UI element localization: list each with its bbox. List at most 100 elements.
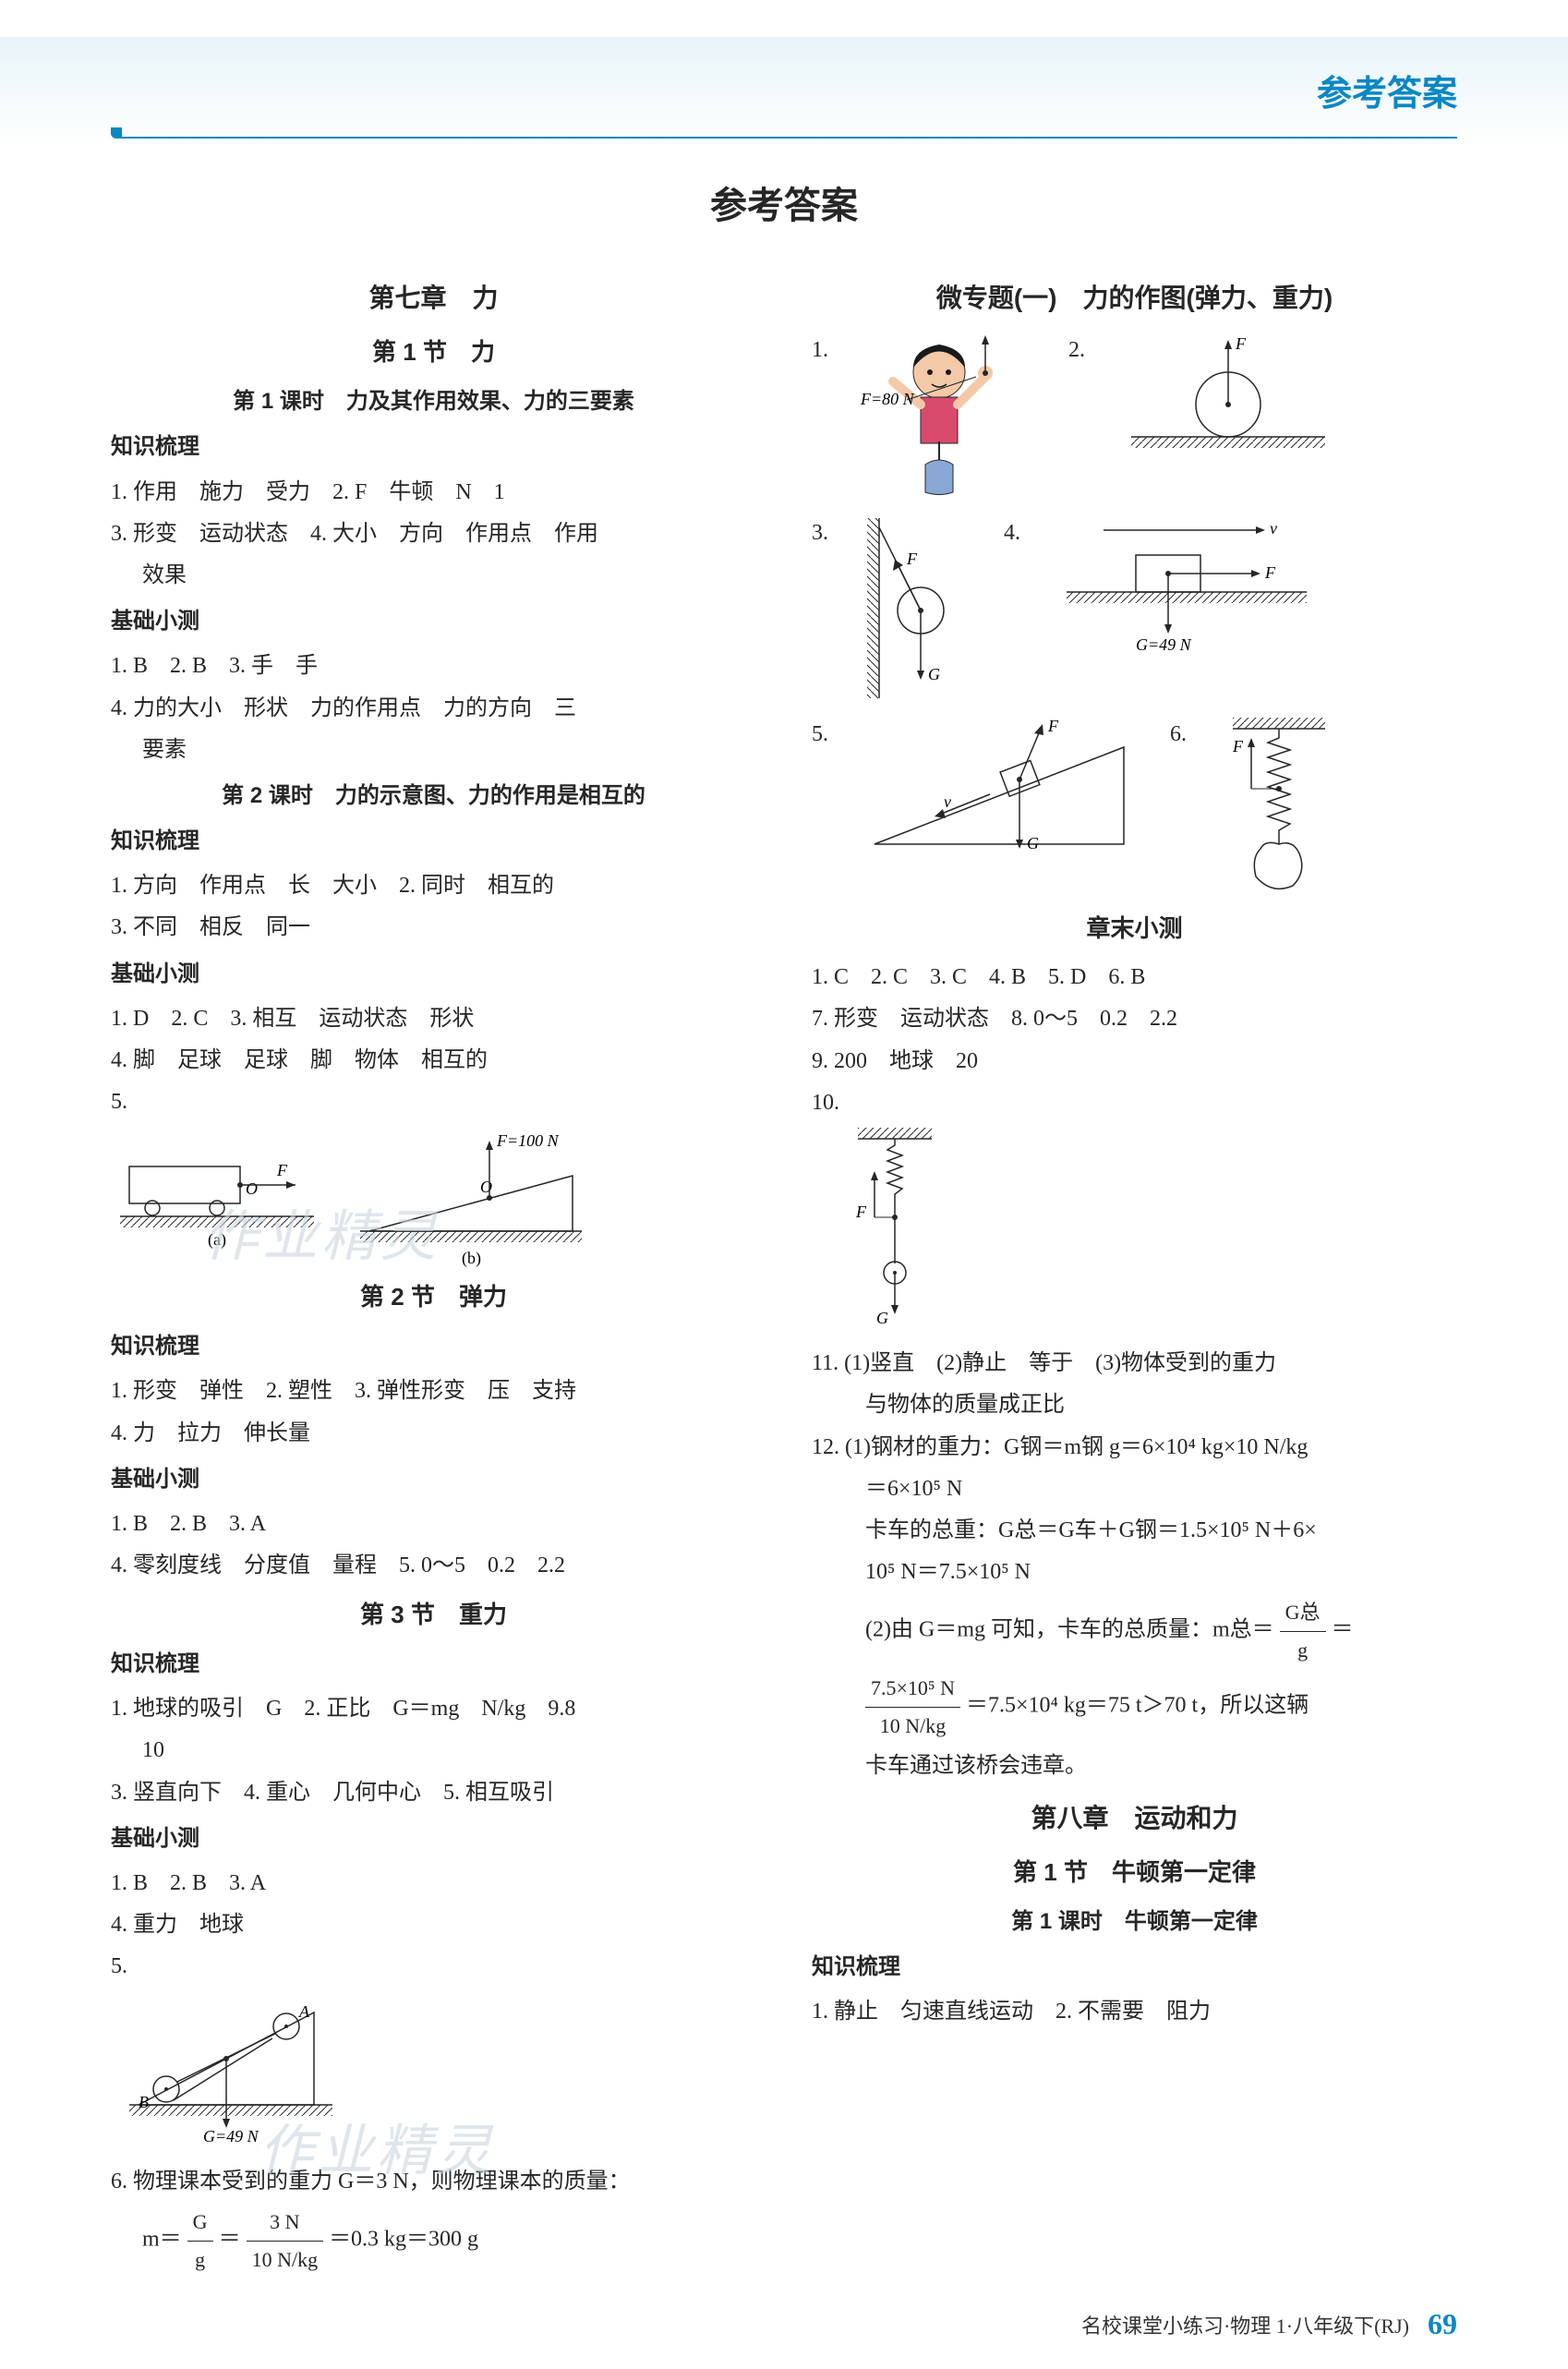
- header-band: 参考答案: [0, 37, 1568, 148]
- zs2-head: 知识梳理: [111, 821, 756, 861]
- zs4-line1: 1. 地球的吸引 G 2. 正比 G＝mg N/kg 9.8: [111, 1689, 756, 1729]
- right-column: 微专题(一) 力的作图(弹力、重力) 1. F=80 N: [812, 266, 1457, 2279]
- frac-3N: 3 N 10 N/kg: [247, 2204, 324, 2278]
- q2-label: 2.: [1068, 331, 1085, 370]
- lesson-1-title: 第 1 课时 力及其作用效果、力的三要素: [111, 381, 756, 421]
- fig-10-diagram: F G: [839, 1125, 950, 1328]
- section-1-title: 第 1 节 力: [111, 331, 756, 374]
- jc3-line2: 4. 零刻度线 分度值 量程 5. 0～5 0.2 2.2: [111, 1546, 756, 1586]
- fig-incline-B-label: B: [139, 2093, 149, 2111]
- et-6f-post: ＝7.5×10⁴ kg＝75 t＞70 t，所以这辆: [966, 1694, 1309, 1718]
- fig-5a-diagram: O F (a): [111, 1130, 323, 1250]
- ch8-zs-head: 知识梳理: [812, 1947, 1457, 1987]
- header-title: 参考答案: [1317, 65, 1457, 115]
- fig-row-34: 3. F G 4.: [812, 514, 1457, 707]
- header-underline: [111, 127, 1457, 139]
- fig-row-56: 5. v F G 6.: [812, 715, 1457, 900]
- frac-3N-num: 3 N: [247, 2204, 324, 2242]
- jc2-line3: 5.: [111, 1082, 756, 1122]
- fig-5-row: O F (a) O F=100 N (b): [111, 1130, 756, 1268]
- fig-5b-caption: (b): [462, 1249, 481, 1268]
- q6-label: 6.: [1170, 715, 1187, 755]
- frac-Gg-den: g: [187, 2242, 213, 2278]
- footer-book-title: 名校课堂小练习·物理 1·八年级下(RJ): [1081, 2310, 1409, 2339]
- zs4-line1b: 10: [111, 1731, 756, 1771]
- jc1-line2b: 要素: [111, 731, 756, 770]
- fig-5-diagram: v F G: [856, 715, 1142, 872]
- jc1-line1: 1. B 2. B 3. 手 手: [111, 647, 756, 686]
- jc2-line1: 1. D 2. C 3. 相互 运动状态 形状: [111, 999, 756, 1039]
- micro-title: 微专题(一) 力的作图(弹力、重力): [812, 275, 1457, 321]
- jc4-head: 基础小测: [111, 1819, 756, 1858]
- et-6e-pre: (2)由 G＝mg 可知，卡车的总质量：m总＝: [865, 1618, 1274, 1642]
- fig3-G-label: G: [928, 665, 940, 683]
- et-line1: 1. C 2. C 3. C 4. B 5. D 6. B: [812, 958, 1457, 997]
- fig-5a-F-label: F: [276, 1161, 288, 1179]
- left-column: 第七章 力 第 1 节 力 第 1 课时 力及其作用效果、力的三要素 知识梳理 …: [111, 266, 756, 2279]
- fig-5a-caption: (a): [208, 1230, 226, 1250]
- jc4-line1: 1. B 2. B 3. A: [111, 1864, 756, 1904]
- frac-75-num: 7.5×10⁵ N: [865, 1670, 960, 1708]
- zs1-line1: 1. 作用 施力 受力 2. F 牛顿 N 1: [111, 473, 756, 513]
- jc3-line1: 1. B 2. B 3. A: [111, 1505, 756, 1544]
- q4-label: 4.: [1004, 514, 1020, 553]
- et-line6e: (2)由 G＝mg 可知，卡车的总质量：m总＝ G总 g ＝: [812, 1594, 1457, 1668]
- fig-5b-diagram: O F=100 N (b): [351, 1130, 591, 1268]
- zs3-line1: 1. 形变 弹性 2. 塑性 3. 弹性形变 压 支持: [111, 1372, 756, 1411]
- zs1-line2b: 效果: [111, 556, 756, 596]
- fig-incline-G-label: G=49 N: [203, 2127, 259, 2145]
- q3-label: 3.: [812, 514, 828, 553]
- q5-label: 5.: [812, 715, 828, 755]
- lesson-2-title: 第 2 课时 力的示意图、力的作用是相互的: [111, 776, 756, 816]
- fig5-F-label: F: [1047, 717, 1059, 735]
- fig-incline-A-label: A: [298, 2002, 310, 2021]
- frac-3N-den: 10 N/kg: [247, 2242, 324, 2278]
- frac-Gtotal: G总 g: [1280, 1594, 1326, 1668]
- jc1-head: 基础小测: [111, 601, 756, 641]
- zs4-head: 知识梳理: [111, 1644, 756, 1684]
- fig-5b-O-label: O: [480, 1178, 492, 1196]
- jc1-line2: 4. 力的大小 形状 力的作用点 力的方向 三: [111, 689, 756, 729]
- frac-Gg-num: G: [187, 2204, 213, 2242]
- et-line5: 11. (1)竖直 (2)静止 等于 (3)物体受到的重力: [812, 1344, 1457, 1384]
- frac-Gg: G g: [187, 2204, 213, 2278]
- content-columns: 第七章 力 第 1 节 力 第 1 课时 力及其作用效果、力的三要素 知识梳理 …: [0, 266, 1568, 2279]
- formula-m-eq: ＝: [219, 2228, 241, 2252]
- fig-3-diagram: F G: [856, 514, 976, 707]
- chapter-7-title: 第七章 力: [111, 275, 756, 321]
- zs4-line2: 3. 竖直向下 4. 重心 几何中心 5. 相互吸引: [111, 1773, 756, 1813]
- fig4-F-label: F: [1264, 563, 1276, 582]
- fig6-F-label: F: [1232, 737, 1244, 755]
- zs3-head: 知识梳理: [111, 1326, 756, 1366]
- zs1-line2: 3. 形变 运动状态 4. 大小 方向 作用点 作用: [111, 514, 756, 554]
- et-line5b: 与物体的质量成正比: [812, 1385, 1457, 1425]
- section-3-title: 第 3 节 重力: [111, 1593, 756, 1637]
- fig-6-diagram: F: [1214, 715, 1344, 900]
- chapter-8-title: 第八章 运动和力: [812, 1795, 1457, 1842]
- frac-75-den: 10 N/kg: [865, 1708, 960, 1745]
- fig-5b-F-label: F=100 N: [496, 1131, 560, 1150]
- jc4-line3: 5.: [111, 1947, 756, 1987]
- ch8-zs-line1: 1. 静止 匀速直线运动 2. 不需要 阻力: [812, 1992, 1457, 2032]
- jc2-line2: 4. 脚 足球 足球 脚 物体 相互的: [111, 1041, 756, 1081]
- fig1-F-label: F=80 N: [860, 390, 915, 408]
- et-6e-post: ＝: [1332, 1618, 1354, 1642]
- et-line4: 10.: [812, 1083, 1457, 1123]
- fig-4-diagram: v F G=49 N: [1048, 514, 1325, 661]
- et-line6b: ＝6×10⁵ N: [812, 1469, 1457, 1509]
- formula-m: m＝ G g ＝ 3 N 10 N/kg ＝0.3 kg＝300 g: [111, 2204, 756, 2278]
- et-line3: 9. 200 地球 20: [812, 1042, 1457, 1082]
- zs2-line2: 3. 不同 相反 同一: [111, 908, 756, 948]
- et-line6a: 12. (1)钢材的重力：G钢＝m钢 g＝6×10⁴ kg×10 N/kg: [812, 1428, 1457, 1468]
- zs1-head: 知识梳理: [111, 427, 756, 466]
- section-2-title: 第 2 节 弹力: [111, 1275, 756, 1319]
- ch8-section1: 第 1 节 牛顿第一定律: [812, 1851, 1457, 1894]
- fig2-F-label: F: [1235, 334, 1247, 353]
- jc3-head: 基础小测: [111, 1459, 756, 1499]
- frac-Gtotal-num: G总: [1280, 1594, 1326, 1632]
- main-title: 参考答案: [0, 175, 1568, 229]
- fig3-F-label: F: [906, 550, 918, 568]
- fig10-G-label: G: [876, 1309, 888, 1327]
- jc4-line2: 4. 重力 地球: [111, 1905, 756, 1945]
- et-line6c: 卡车的总重：G总＝G车＋G钢＝1.5×10⁵ N＋6×: [812, 1511, 1457, 1551]
